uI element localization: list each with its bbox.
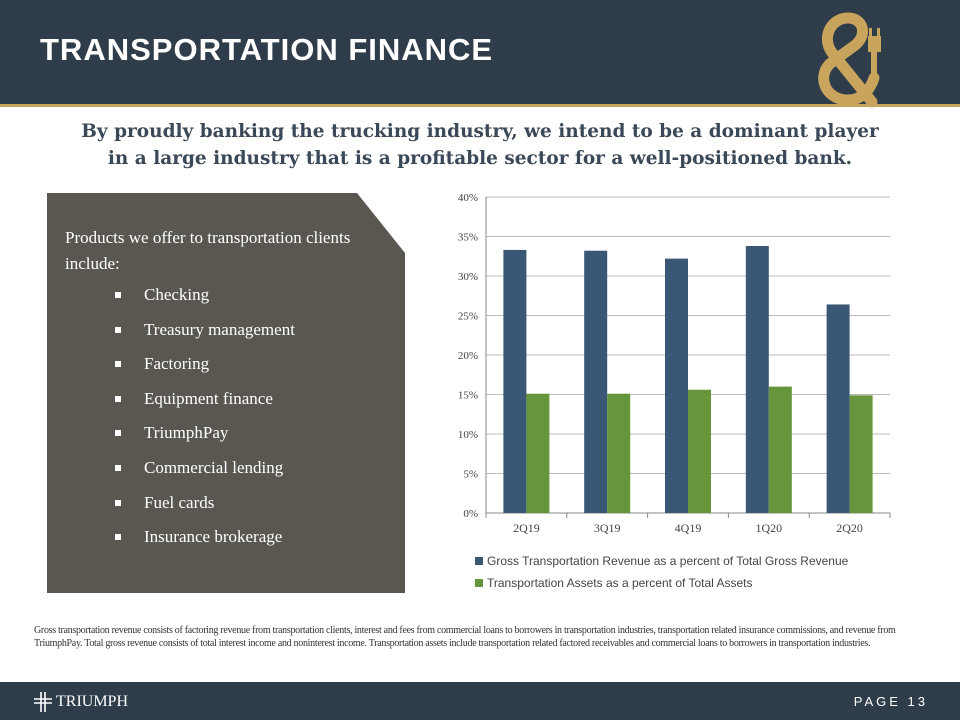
y-tick-label: 5%: [463, 469, 478, 481]
y-tick-label: 25%: [458, 311, 478, 323]
product-item: Equipment finance: [115, 389, 295, 424]
legend-label: Transportation Assets as a percent of To…: [487, 576, 752, 590]
brand-name: TRIUMPH: [56, 693, 129, 710]
x-tick-label: 4Q19: [675, 521, 702, 535]
x-tick-label: 2Q19: [513, 521, 540, 535]
bar-assets: [768, 386, 792, 513]
x-tick-label: 3Q19: [594, 521, 621, 535]
legend-swatch: [475, 579, 483, 587]
cross-icon: [34, 692, 52, 712]
y-tick-label: 40%: [458, 192, 478, 204]
footer-bar: TRIUMPH PAGE 13: [0, 682, 960, 720]
bar-assets: [526, 393, 550, 513]
footnote: Gross transportation revenue consists of…: [34, 625, 896, 649]
bar-assets: [607, 393, 631, 513]
legend-swatch: [475, 557, 483, 565]
ampersand-plug-logo: [818, 12, 881, 108]
bar-assets: [849, 395, 873, 513]
x-tick-label: 2Q20: [836, 521, 863, 535]
bar-revenue: [584, 250, 608, 513]
y-tick-label: 20%: [458, 350, 478, 362]
product-item: Treasury management: [115, 320, 295, 355]
page-number: PAGE 13: [853, 694, 928, 709]
bar-revenue: [665, 258, 688, 513]
bar-chart: 0% 5% 10% 15% 20% 25% 30% 35% 40% 2Q19 3Q19 4Q19 1Q2…: [458, 192, 891, 590]
bar-assets: [688, 389, 711, 513]
products-list: Checking Treasury management Factoring E…: [115, 285, 295, 562]
product-item: TriumphPay: [115, 423, 295, 458]
bar-revenue: [503, 249, 527, 513]
product-item: Fuel cards: [115, 493, 295, 528]
header-divider: [0, 104, 960, 107]
bar-revenue: [745, 245, 769, 514]
y-tick-label: 10%: [458, 429, 478, 441]
products-intro: Products we offer to transportation clie…: [65, 228, 351, 273]
product-item: Checking: [115, 285, 295, 320]
product-item: Factoring: [115, 354, 295, 389]
y-tick-label: 35%: [458, 232, 478, 244]
product-item: Commercial lending: [115, 458, 295, 493]
y-tick-label: 30%: [458, 271, 478, 283]
triumph-logo: TRIUMPH: [34, 692, 128, 712]
y-tick-label: 0%: [463, 508, 478, 520]
product-item: Insurance brokerage: [115, 527, 295, 562]
header-bar: [0, 0, 960, 104]
subtitle-line: By proudly banking the trucking industry…: [81, 121, 879, 142]
page-title: TRANSPORTATION FINANCE: [40, 32, 494, 67]
products-panel: Products we offer to transportation clie…: [47, 193, 405, 593]
bar-revenue: [826, 304, 850, 513]
x-tick-label: 1Q20: [755, 521, 782, 535]
subtitle: By proudly banking the trucking industry…: [40, 118, 920, 172]
legend-label: Gross Transportation Revenue as a percen…: [487, 554, 849, 568]
y-tick-label: 15%: [458, 390, 478, 402]
subtitle-line: in a large industry that is a profitable…: [107, 148, 853, 169]
